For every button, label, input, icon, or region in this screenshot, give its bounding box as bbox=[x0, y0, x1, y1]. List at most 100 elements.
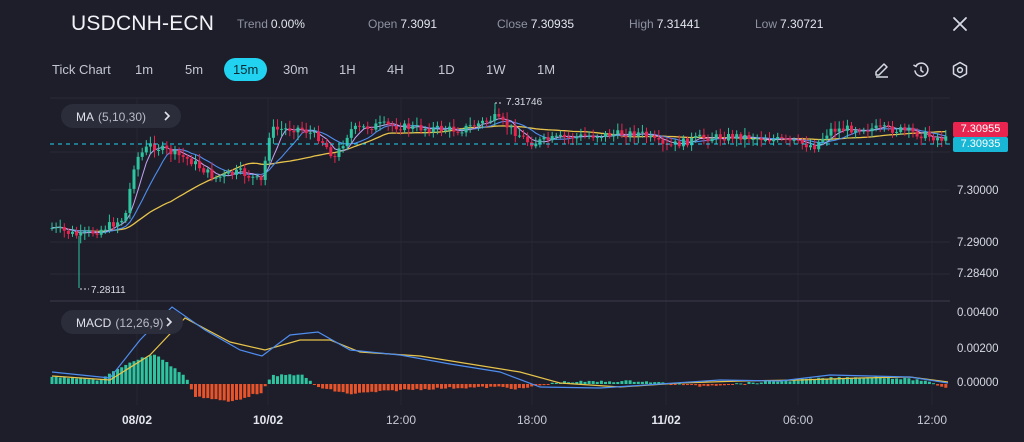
candle-body bbox=[591, 135, 595, 138]
candle-body bbox=[919, 136, 923, 139]
tf-tick-chart[interactable]: Tick Chart bbox=[52, 62, 111, 77]
macd-line bbox=[51, 306, 949, 389]
tf-1m[interactable]: 1m bbox=[135, 62, 154, 77]
draw-pencil-icon[interactable] bbox=[873, 61, 891, 79]
candle-body bbox=[399, 129, 402, 131]
histogram-bar bbox=[226, 384, 230, 402]
histogram-bar bbox=[776, 381, 780, 384]
candle-body bbox=[677, 141, 681, 147]
close-icon[interactable] bbox=[950, 14, 970, 34]
candle-body bbox=[103, 229, 107, 231]
candle-body bbox=[300, 127, 304, 130]
histogram-bar bbox=[612, 382, 616, 384]
histogram-bar bbox=[374, 384, 378, 393]
time-axis-label: 06:00 bbox=[782, 413, 814, 427]
histogram-bar bbox=[337, 384, 341, 392]
history-icon[interactable] bbox=[912, 61, 930, 79]
candle-body bbox=[772, 139, 776, 142]
candle-body bbox=[87, 230, 91, 232]
candle-body bbox=[312, 131, 316, 133]
candle-body bbox=[550, 136, 554, 141]
candle-body bbox=[624, 135, 628, 138]
candle-body bbox=[226, 171, 230, 174]
histogram-bar bbox=[829, 377, 833, 384]
candle-body bbox=[431, 127, 435, 133]
candle-body bbox=[333, 156, 337, 158]
candle-body bbox=[694, 136, 698, 138]
tf-1h[interactable]: 1H bbox=[339, 62, 356, 77]
candle-body bbox=[54, 227, 58, 229]
candle-body bbox=[755, 138, 759, 140]
histogram-bar bbox=[284, 374, 288, 384]
histogram-bar bbox=[464, 384, 468, 389]
stat-close: Close 7.30935 bbox=[497, 17, 575, 31]
candle-body bbox=[669, 144, 673, 146]
histogram-bar bbox=[124, 364, 128, 384]
histogram-bar bbox=[370, 384, 374, 392]
tf-30m[interactable]: 30m bbox=[283, 62, 309, 77]
last-price-tag-cyan: 7.30935 bbox=[953, 137, 1008, 152]
histogram-bar bbox=[366, 384, 370, 393]
chevron-right-icon bbox=[166, 317, 173, 327]
ma-indicator-pill[interactable]: MA (5,10,30) bbox=[61, 104, 181, 128]
candle-body bbox=[177, 150, 181, 156]
histogram-bar bbox=[210, 384, 214, 400]
tf-1mo[interactable]: 1M bbox=[537, 62, 556, 77]
tf-1d[interactable]: 1D bbox=[438, 62, 455, 77]
candle-body bbox=[415, 125, 419, 127]
candle-body bbox=[79, 232, 83, 236]
histogram-bar bbox=[83, 378, 87, 384]
histogram-bar bbox=[378, 384, 382, 391]
histogram-bar bbox=[189, 384, 193, 390]
histogram-bar bbox=[107, 373, 111, 384]
histogram-bar bbox=[755, 383, 759, 385]
candle-body bbox=[763, 140, 767, 142]
candle-body bbox=[378, 122, 382, 124]
price-axis-label: 7.30000 bbox=[957, 185, 999, 197]
histogram-bar bbox=[944, 384, 948, 388]
candle-body bbox=[927, 131, 931, 137]
histogram-bar bbox=[501, 384, 505, 387]
candle-body bbox=[874, 125, 878, 129]
candle-body bbox=[542, 137, 546, 140]
macd-indicator-pill[interactable]: MACD (12,26,9) bbox=[61, 310, 183, 334]
histogram-bar bbox=[427, 384, 431, 390]
histogram-bar bbox=[681, 384, 685, 386]
candle-body bbox=[161, 145, 165, 150]
time-axis-label: 12:00 bbox=[916, 413, 948, 427]
histogram-bar bbox=[563, 381, 566, 384]
histogram-bar bbox=[440, 384, 443, 389]
histogram-bar bbox=[54, 376, 58, 384]
candle-body bbox=[616, 130, 620, 135]
histogram-bar bbox=[62, 377, 66, 384]
candle-body bbox=[169, 148, 173, 155]
histogram-bar bbox=[772, 381, 776, 384]
histogram-bar bbox=[788, 381, 792, 384]
settings-icon[interactable] bbox=[951, 61, 969, 79]
histogram-bar bbox=[620, 381, 624, 384]
candle-body bbox=[132, 169, 136, 189]
histogram-bar bbox=[349, 384, 353, 395]
histogram-bar bbox=[243, 384, 247, 398]
histogram-bar bbox=[292, 375, 296, 384]
tf-1w[interactable]: 1W bbox=[486, 62, 506, 77]
histogram-bar bbox=[743, 384, 747, 385]
histogram-bar bbox=[333, 384, 337, 392]
tf-4h[interactable]: 4H bbox=[387, 62, 404, 77]
histogram-bar bbox=[932, 383, 935, 385]
histogram-bar bbox=[763, 381, 767, 384]
histogram-bar bbox=[907, 378, 911, 384]
candle-body bbox=[546, 137, 550, 141]
candle-body bbox=[403, 123, 407, 131]
histogram-bar bbox=[800, 378, 804, 384]
tf-15m[interactable]: 15m bbox=[224, 58, 268, 81]
macd-params: (12,26,9) bbox=[115, 316, 164, 330]
candle-body bbox=[739, 134, 743, 140]
histogram-bar bbox=[686, 384, 689, 385]
candle-body bbox=[144, 146, 148, 153]
histogram-bar bbox=[550, 382, 554, 384]
candle-body bbox=[649, 135, 653, 138]
tf-5m[interactable]: 5m bbox=[185, 62, 204, 77]
candle-body bbox=[75, 231, 79, 236]
